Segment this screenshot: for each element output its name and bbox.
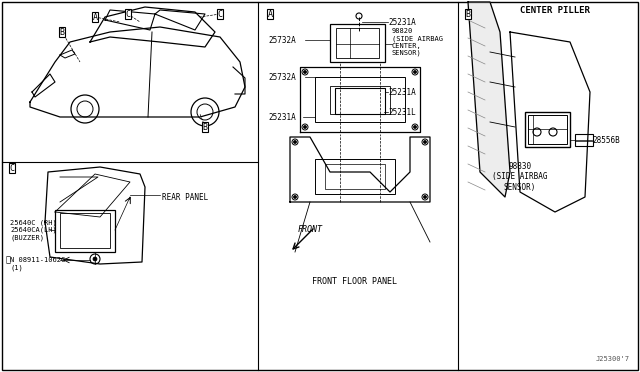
Bar bbox=[336, 28, 379, 58]
Bar bbox=[60, 213, 110, 248]
Text: 25732A: 25732A bbox=[268, 35, 296, 45]
Bar bbox=[55, 210, 115, 252]
Text: B: B bbox=[465, 10, 470, 19]
Text: 28556B: 28556B bbox=[592, 135, 620, 144]
Bar bbox=[330, 86, 390, 114]
Text: FRONT FLOOR PANEL: FRONT FLOOR PANEL bbox=[312, 278, 397, 286]
Circle shape bbox=[294, 141, 296, 143]
Bar bbox=[330, 24, 385, 62]
Text: 25231A: 25231A bbox=[388, 17, 416, 26]
Bar bbox=[528, 115, 567, 144]
Bar bbox=[335, 88, 385, 114]
Text: 98820
(SIDE AIRBAG
CENTER,
SENSOR): 98820 (SIDE AIRBAG CENTER, SENSOR) bbox=[392, 28, 443, 56]
Text: N 08911-1062G
(1): N 08911-1062G (1) bbox=[10, 257, 65, 271]
Circle shape bbox=[424, 141, 426, 143]
Text: J25300'7: J25300'7 bbox=[596, 356, 630, 362]
Text: A: A bbox=[268, 10, 273, 19]
Bar bbox=[525, 112, 570, 147]
Circle shape bbox=[424, 196, 426, 198]
Text: B: B bbox=[60, 28, 65, 36]
Circle shape bbox=[304, 126, 306, 128]
Text: 25732A: 25732A bbox=[268, 73, 296, 81]
Text: 98830
(SIDE AIRBAG
SENSOR): 98830 (SIDE AIRBAG SENSOR) bbox=[492, 162, 548, 192]
Text: 25231A: 25231A bbox=[388, 87, 416, 96]
Text: REAR PANEL: REAR PANEL bbox=[162, 192, 208, 202]
Bar bbox=[575, 134, 593, 146]
Text: A: A bbox=[93, 13, 97, 22]
Text: 25231A: 25231A bbox=[268, 112, 296, 122]
Text: Ⓝ: Ⓝ bbox=[6, 256, 10, 264]
Circle shape bbox=[294, 196, 296, 198]
Circle shape bbox=[414, 126, 416, 128]
Text: C: C bbox=[218, 10, 223, 19]
Circle shape bbox=[93, 257, 97, 261]
Text: C: C bbox=[10, 164, 15, 173]
Text: CENTER PILLER: CENTER PILLER bbox=[520, 6, 590, 15]
Bar bbox=[325, 164, 385, 189]
Circle shape bbox=[414, 71, 416, 73]
Circle shape bbox=[304, 71, 306, 73]
Bar bbox=[315, 159, 395, 194]
Text: 25640C (RH)
25640CA(LH)
(BUZZER): 25640C (RH) 25640CA(LH) (BUZZER) bbox=[10, 219, 57, 241]
Text: FRONT: FRONT bbox=[298, 225, 323, 234]
Text: B: B bbox=[202, 122, 207, 131]
Text: C: C bbox=[125, 10, 131, 19]
Text: 25231L: 25231L bbox=[388, 108, 416, 116]
Polygon shape bbox=[468, 2, 510, 197]
Bar bbox=[315, 77, 405, 122]
